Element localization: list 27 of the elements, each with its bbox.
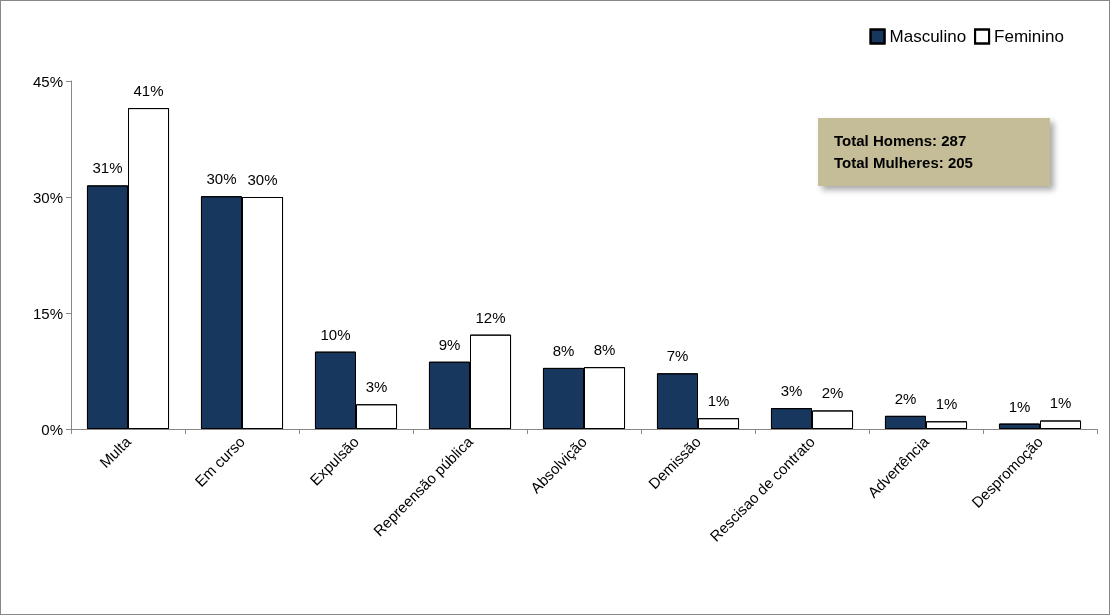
text-box: Total Homens: 287 Total Mulheres: 205 [818,118,1050,186]
data-label: 31% [92,159,123,177]
data-label: 8% [552,341,575,359]
data-label: 10% [320,325,351,343]
data-label: 9% [438,335,461,353]
annotation: Total Mulheres: 205 [834,153,974,173]
data-label: 2% [821,384,844,402]
data-label: 3% [365,378,388,396]
data-label: 3% [780,382,803,400]
data-label: 1% [707,392,730,410]
y-tick-label: 30% [32,188,63,206]
data-label: 30% [206,170,237,188]
data-label: 7% [666,347,689,365]
data-label: 41% [133,82,164,100]
y-tick-label: 0% [41,420,63,438]
legend-label: Masculino [889,27,967,46]
annotation: Total Homens: 287 [834,131,968,151]
y-tick-label: 45% [32,72,63,90]
data-label: 8% [593,341,616,359]
data-label: 2% [894,389,917,407]
data-label: 1% [1049,394,1072,412]
data-label: 1% [1008,397,1031,415]
data-label: 1% [935,395,958,413]
data-label: 12% [475,308,506,326]
data-label: 30% [247,171,278,188]
legend-label: Feminino [994,27,1064,46]
y-tick-label: 15% [32,304,63,322]
